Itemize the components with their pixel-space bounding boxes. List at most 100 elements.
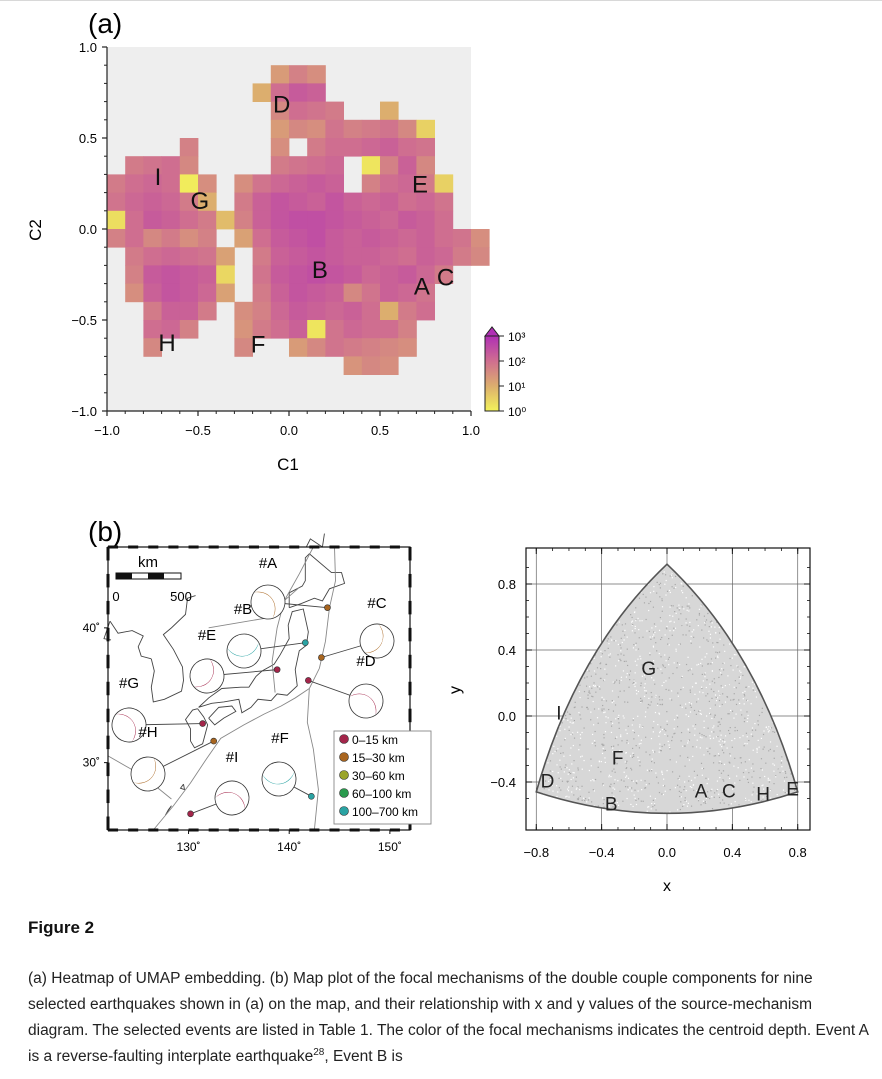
heatmap-annotation: D <box>273 91 290 118</box>
heatmap-annotation: F <box>251 332 266 359</box>
colorbar-tick-label: 10⁰ <box>508 405 526 419</box>
heatmap-cell <box>325 174 344 193</box>
heatmap-cell <box>416 192 435 212</box>
legend-label: 0–15 km <box>352 733 398 747</box>
heatmap-cell <box>252 229 272 248</box>
heatmap-cell <box>270 174 290 193</box>
heatmap-x-axis-label: C1 <box>277 455 299 474</box>
heatmap-cell <box>361 301 381 321</box>
caption-text-continued: , Event B is <box>324 1048 403 1065</box>
diagram-x-tick-label: −0.4 <box>589 845 615 860</box>
heatmap-cell <box>179 229 199 248</box>
heatmap-cell <box>416 138 435 157</box>
heatmap-cell <box>307 119 326 139</box>
heatmap-cell <box>307 192 326 212</box>
heatmap-cell <box>416 119 435 139</box>
heatmap-cell <box>380 301 399 321</box>
heatmap-cell <box>289 229 308 248</box>
map-lon-tick-label: 130˚ <box>177 840 201 854</box>
event-label: #D <box>356 653 375 670</box>
heatmap-cell <box>289 192 308 212</box>
focal-mechanism-beachball <box>130 756 166 792</box>
heatmap-cell <box>307 229 326 248</box>
coastline <box>164 805 172 816</box>
heatmap-cell <box>198 265 217 284</box>
focal-mechanism-beachball <box>359 623 395 659</box>
heatmap-cell <box>143 265 162 284</box>
heatmap-cell <box>325 192 344 212</box>
heatmap-cell <box>343 138 363 157</box>
source-mechanism-diagram: −0.8 −0.4 0.0 0.4 0.8 −0.4 0.0 0.4 0.8 A B C D E F G H I <box>490 547 811 860</box>
heatmap-cell <box>398 247 417 266</box>
heatmap-cell <box>380 283 399 303</box>
heatmap-cell <box>252 174 272 193</box>
heatmap-cell <box>179 265 199 284</box>
heatmap-cell <box>434 229 454 248</box>
heatmap-cell <box>361 119 381 139</box>
heatmap-cell <box>270 301 290 321</box>
heatmap-cell <box>270 320 290 339</box>
heatmap-cell <box>380 356 399 375</box>
heatmap-cell <box>343 356 363 375</box>
beachball-outline <box>226 633 262 669</box>
heatmap-cell <box>434 247 454 266</box>
coastline <box>288 553 346 609</box>
heatmap-cell <box>252 83 272 102</box>
focal-mechanism-beachball <box>261 761 297 797</box>
beachball-dilatation <box>131 757 165 791</box>
heatmap-cell <box>398 338 417 357</box>
heatmap-cell <box>198 247 217 266</box>
heatmap-cell <box>380 174 399 193</box>
heatmap-cell <box>289 156 308 175</box>
scale-bar-segment <box>148 573 164 579</box>
coastline <box>179 783 186 791</box>
panel-a-label: (a) <box>88 8 122 39</box>
heatmap-cell <box>434 265 454 284</box>
heatmap-cell <box>289 320 308 339</box>
heatmap-cell <box>380 138 399 157</box>
heatmap-cell <box>125 229 144 248</box>
coastline <box>184 708 209 749</box>
heatmap-cell <box>234 192 253 212</box>
heatmap-cell <box>325 156 344 175</box>
coastline <box>198 608 309 714</box>
heatmap-cell <box>416 174 435 193</box>
caption-reference[interactable]: 28 <box>313 1046 325 1058</box>
heatmap-cell <box>380 192 399 212</box>
map-lat-tick-label: 40˚ <box>83 621 100 635</box>
heatmap-cell <box>161 156 181 175</box>
event-epicenter <box>302 639 309 646</box>
heatmap-cell <box>361 174 381 193</box>
heatmap-x-tick-label: 0.5 <box>371 423 389 438</box>
beachball-outline <box>359 623 395 659</box>
diagram-x-tick-label: 0.8 <box>789 845 807 860</box>
beachball-dilatation <box>251 585 285 619</box>
beachball-dilatation <box>227 634 261 668</box>
heatmap-cell <box>361 229 381 248</box>
heatmap-cell <box>307 65 326 84</box>
heatmap-cell <box>198 210 217 230</box>
heatmap-cell <box>343 338 363 357</box>
heatmap-cell <box>289 265 308 284</box>
diagram-x-axis-label: x <box>663 878 671 895</box>
heatmap-cell <box>125 283 144 303</box>
heatmap-cell <box>234 338 253 357</box>
diagram-x-tick-label: −0.8 <box>523 845 549 860</box>
beachball-outline <box>348 683 384 719</box>
heatmap-cell <box>325 229 344 248</box>
heatmap-cell <box>252 247 272 266</box>
heatmap-cell <box>179 301 199 321</box>
heatmap-cell <box>270 156 290 175</box>
heatmap-cell <box>143 210 162 230</box>
heatmap-cell <box>343 320 363 339</box>
heatmap-cell <box>179 156 199 175</box>
heatmap-cell <box>161 320 181 339</box>
heatmap-cell <box>252 192 272 212</box>
heatmap-cell <box>161 265 181 284</box>
heatmap-cell <box>234 301 253 321</box>
focal-mechanism-beachball <box>226 633 262 669</box>
diagram-y-tick-label: −0.4 <box>490 775 516 790</box>
heatmap-cell <box>343 229 363 248</box>
heatmap-cell <box>398 229 417 248</box>
heatmap-cell <box>307 210 326 230</box>
